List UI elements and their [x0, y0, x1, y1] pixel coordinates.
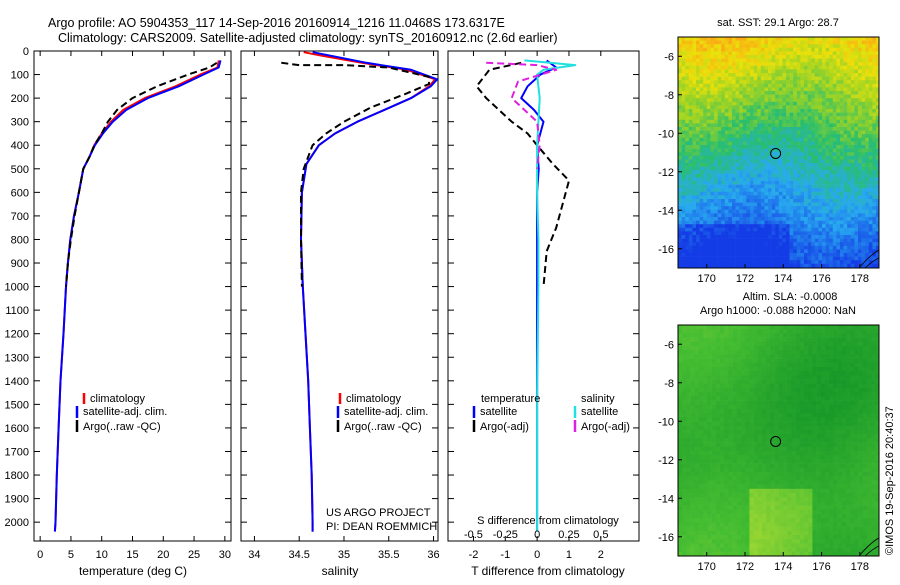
depth-tick-label: 1400: [5, 376, 29, 388]
credit-text: ©IMOS 19-Sep-2016 20:40:37: [884, 406, 896, 555]
x-tick-label: 30: [219, 549, 231, 561]
map-x-tick-label: 176: [812, 273, 830, 285]
legend-t-satellite: satellite: [480, 406, 517, 418]
depth-tick-label: 1700: [5, 446, 29, 458]
legend-argo: Argo(..raw -QC): [83, 421, 161, 433]
depth-tick-label: 800: [11, 234, 29, 246]
map-x-tick-label: 170: [698, 273, 716, 285]
depth-tick-label: 900: [11, 258, 29, 270]
x2-tick-label: 0.25: [558, 529, 579, 541]
map-y-tick-label: -14: [658, 205, 674, 217]
x-tick-label: 34.5: [288, 549, 309, 561]
temperature-axis-label: temperature (deg C): [79, 564, 187, 578]
legend-satellite: satellite-adj. clim.: [344, 406, 428, 418]
depth-tick-label: 1600: [5, 423, 29, 435]
x-tick-label: -1: [500, 549, 510, 561]
x-tick-label: 1: [566, 549, 572, 561]
project-line2: PI: DEAN ROEMMICH: [326, 521, 437, 533]
x-tick-label: 35.5: [378, 549, 399, 561]
depth-tick-label: 300: [11, 117, 29, 129]
depth-tick-label: 600: [11, 187, 29, 199]
depth-tick-label: 200: [11, 93, 29, 105]
map-x-tick-label: 172: [736, 561, 754, 573]
project-line1: US ARGO PROJECT: [326, 507, 431, 519]
x2-tick-label: 0.5: [593, 529, 608, 541]
depth-tick-label: 1200: [5, 329, 29, 341]
map-y-tick-label: -16: [658, 532, 674, 544]
sst-map: [678, 37, 880, 271]
map-x-tick-label: 174: [774, 273, 792, 285]
x2-tick-label: 0: [534, 529, 540, 541]
x-tick-label: 25: [188, 549, 200, 561]
t-difference-axis-label: T difference from climatology: [471, 564, 625, 578]
depth-tick-label: 1100: [5, 305, 29, 317]
sla-map-subtitle: Argo h1000: -0.088 h2000: NaN: [700, 305, 856, 317]
map-y-tick-label: -14: [658, 493, 674, 505]
map-y-tick-label: -10: [658, 416, 674, 428]
x-tick-label: 10: [96, 549, 108, 561]
map-x-tick-label: 174: [774, 561, 792, 573]
sst-map-title: sat. SST: 29.1 Argo: 28.7: [717, 17, 839, 29]
map-y-tick-label: -8: [664, 90, 674, 102]
legend-climatology: climatology: [346, 393, 402, 405]
x-tick-label: 2: [598, 549, 604, 561]
map-y-tick-label: -10: [658, 128, 674, 140]
sla-map: [678, 325, 880, 561]
legend-argo: Argo(..raw -QC): [344, 421, 422, 433]
depth-tick-label: 2000: [5, 517, 29, 529]
s-difference-axis-label: S difference from climatology: [477, 515, 619, 527]
x-tick-label: 35: [338, 549, 350, 561]
depth-tick-label: 0: [23, 46, 29, 58]
legend-satellite: satellite-adj. clim.: [83, 406, 167, 418]
map-x-tick-label: 172: [736, 273, 754, 285]
x-tick-label: 0: [534, 549, 540, 561]
depth-tick-label: 1000: [5, 282, 29, 294]
x-tick-label: 0: [37, 549, 43, 561]
depth-tick-label: 700: [11, 211, 29, 223]
map-y-tick-label: -6: [664, 339, 674, 351]
legend-climatology: climatology: [90, 393, 146, 405]
map-y-tick-label: -6: [664, 51, 674, 63]
map-x-tick-label: 176: [812, 561, 830, 573]
map-y-tick-label: -12: [658, 167, 674, 179]
map-y-tick-label: -8: [664, 378, 674, 390]
map-y-tick-label: -16: [658, 244, 674, 256]
x-tick-label: 5: [68, 549, 74, 561]
x-tick-label: 36: [427, 549, 439, 561]
depth-tick-label: 500: [11, 164, 29, 176]
x-tick-label: 20: [157, 549, 169, 561]
x2-tick-label: -0.5: [464, 529, 483, 541]
depth-tick-label: 400: [11, 140, 29, 152]
depth-tick-label: 1800: [5, 470, 29, 482]
depth-tick-label: 1900: [5, 494, 29, 506]
x-tick-label: 15: [126, 549, 138, 561]
legend-salinity-title: salinity: [581, 393, 615, 405]
depth-tick-label: 1500: [5, 399, 29, 411]
map-x-tick-label: 178: [851, 273, 869, 285]
legend-temperature-title: temperature: [481, 393, 540, 405]
legend-t-argo: Argo(-adj): [480, 421, 529, 433]
header-line1: Argo profile: AO 5904353_117 14-Sep-2016…: [48, 16, 505, 30]
sla-map-title: Altim. SLA: -0.0008: [743, 291, 838, 303]
map-x-tick-label: 170: [698, 561, 716, 573]
legend-s-argo: Argo(-adj): [581, 421, 630, 433]
legend-s-satellite: satellite: [581, 406, 618, 418]
x-tick-label: 34: [248, 549, 260, 561]
x2-tick-label: -0.25: [493, 529, 518, 541]
temperature-panel: [34, 51, 231, 541]
salinity-axis-label: salinity: [322, 564, 359, 578]
x-tick-label: -2: [469, 549, 479, 561]
header-line2: Climatology: CARS2009. Satellite-adjuste…: [58, 31, 558, 45]
map-y-tick-label: -12: [658, 455, 674, 467]
depth-tick-label: 1300: [5, 352, 29, 364]
depth-tick-label: 100: [11, 70, 29, 82]
map-x-tick-label: 178: [851, 561, 869, 573]
